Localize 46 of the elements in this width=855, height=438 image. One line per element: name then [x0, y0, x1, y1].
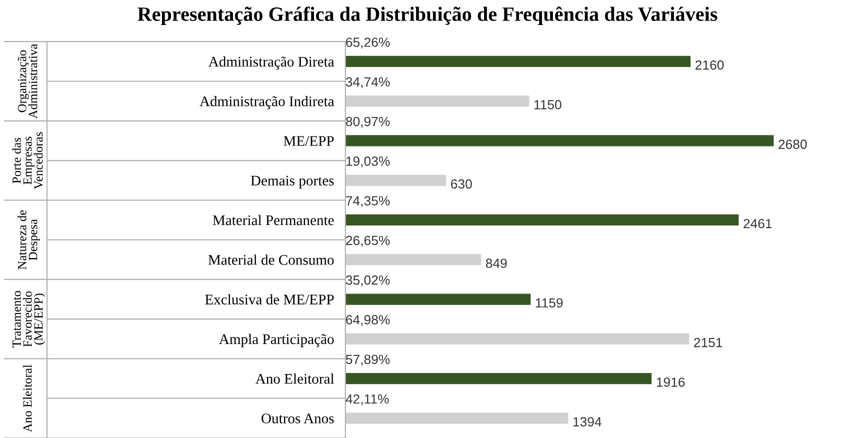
data-label: 1916: [656, 377, 685, 387]
y-tick-label: Demais portes: [250, 176, 334, 189]
annotation: 26,65%: [346, 236, 390, 247]
y-tick-label: Administração Indireta: [200, 96, 334, 110]
data-label: 849: [486, 258, 507, 268]
chart-title: Representação Gráfica da Distribuição de Frequência das Variáveis: [138, 6, 718, 26]
annotation: 65,26%: [346, 38, 390, 48]
annotation: 34,74%: [346, 77, 390, 88]
bar: [345, 333, 690, 344]
annotation: 35,02%: [346, 275, 390, 286]
bar: [345, 254, 482, 266]
data-label: 1394: [573, 417, 602, 426]
annotation: 42,11%: [346, 394, 389, 406]
y-tick-label: Exclusiva de ME/EPP: [205, 294, 334, 304]
text: Porte das Empresas Vencedoras: [12, 132, 43, 190]
data-label: 2160: [696, 60, 724, 70]
annotation: 57,89%: [346, 354, 390, 366]
y-tick-label: Outros Anos: [262, 414, 334, 424]
y-tick-label: Material Permanente: [212, 214, 334, 226]
bar: [345, 135, 774, 146]
y-tick-label: Ampla Participação: [219, 334, 334, 348]
y-tick-label: Ano Eleitoral: [255, 373, 334, 384]
y-tick-label: Administração Direta: [208, 56, 334, 70]
data-label: 1159: [536, 298, 563, 308]
bar: [345, 96, 530, 107]
data-label: 2151: [694, 338, 722, 348]
data-label: 630: [451, 179, 472, 189]
bar: [345, 174, 446, 186]
bar: [345, 412, 568, 424]
text: Tratamento Favorecido (ME/EPP): [12, 290, 46, 348]
text: Natureza de Despesa: [18, 210, 40, 270]
text: Organização Administrativa: [18, 44, 38, 119]
annotation: 74,35%: [346, 196, 390, 208]
annotation: 64,98%: [346, 315, 390, 326]
bar: [345, 372, 652, 384]
bar: [345, 294, 531, 305]
y-tick-label: ME/EPP: [284, 136, 334, 146]
annotation: 80,97%: [346, 116, 390, 128]
bar: [345, 56, 691, 67]
text: Ano Eleitoral: [22, 364, 32, 432]
y-tick-label: Material de Consumo: [208, 254, 334, 265]
bar: [345, 214, 739, 226]
annotation: 19,03%: [346, 156, 390, 168]
data-label: 2680: [778, 140, 807, 150]
data-label: 1150: [534, 100, 562, 110]
data-label: 2461: [744, 218, 772, 228]
